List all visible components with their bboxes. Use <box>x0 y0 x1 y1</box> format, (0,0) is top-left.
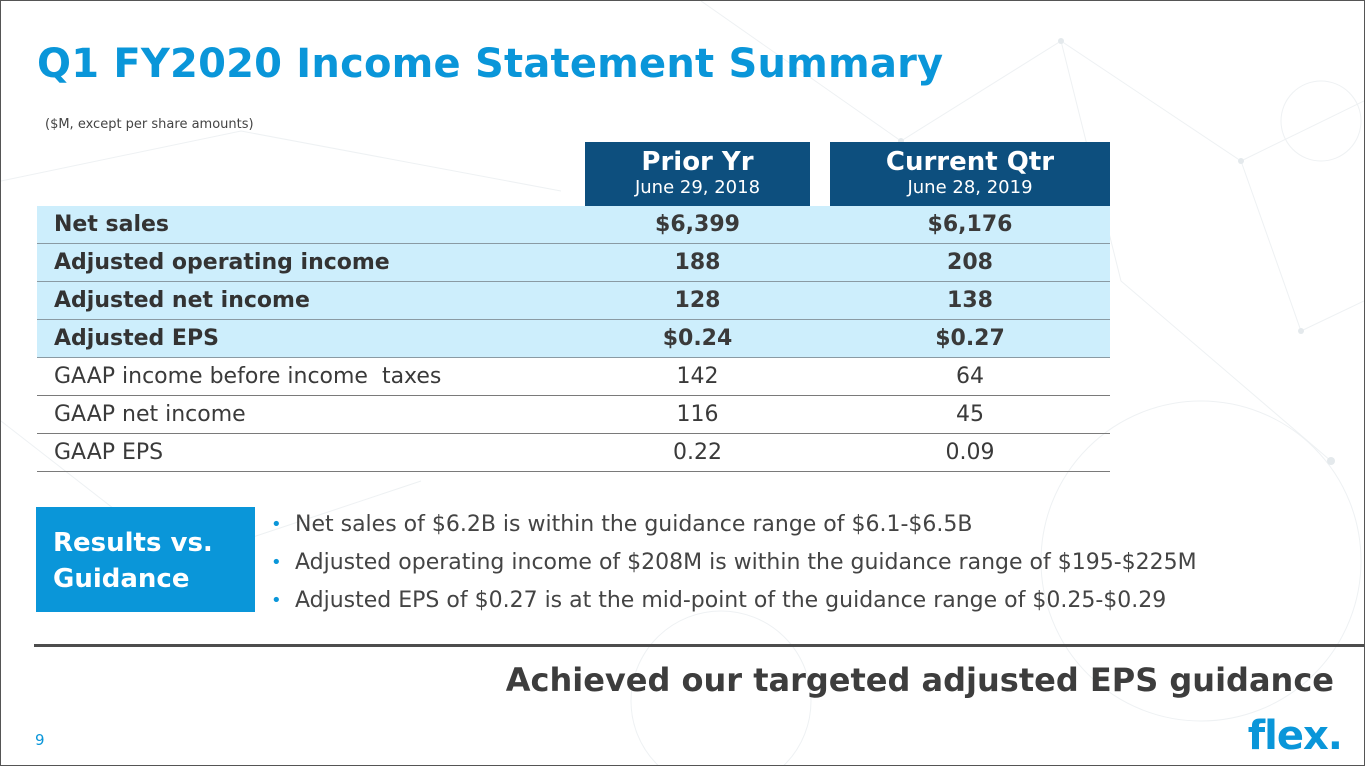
section-divider <box>34 644 1364 647</box>
table-row: GAAP EPS 0.22 0.09 <box>37 434 1110 472</box>
guidance-bullet-list: • Net sales of $6.2B is within the guidan… <box>271 506 1197 620</box>
current-value: 45 <box>956 402 984 427</box>
bullet-icon: • <box>271 590 282 611</box>
current-value: 208 <box>947 250 993 275</box>
bullet-text: Adjusted EPS of $0.27 is at the mid-poin… <box>295 588 1167 613</box>
table-row: Adjusted operating income 188 208 <box>37 244 1110 282</box>
table-row: Adjusted EPS $0.24 $0.27 <box>37 320 1110 358</box>
column-date: June 29, 2018 <box>634 177 761 198</box>
row-label: Net sales <box>54 212 170 237</box>
row-label: Adjusted EPS <box>54 326 219 351</box>
table-row: GAAP income before income taxes 142 64 <box>37 358 1110 396</box>
bullet-text: Adjusted operating income of $208M is wi… <box>295 550 1197 575</box>
results-vs-guidance-badge: Results vs. Guidance <box>36 507 255 612</box>
prior-value: 128 <box>674 288 721 313</box>
income-statement-table: Net sales $6,399 $6,176 Adjusted operati… <box>37 206 1110 472</box>
bullet-text: Net sales of $6.2B is within the guidanc… <box>295 512 973 537</box>
page-title: Q1 FY2020 Income Statement Summary <box>37 41 944 87</box>
prior-value: $0.24 <box>662 326 733 351</box>
list-item: • Adjusted EPS of $0.27 is at the mid-poi… <box>271 582 1197 620</box>
list-item: • Net sales of $6.2B is within the guidan… <box>271 506 1197 544</box>
prior-value: 188 <box>674 250 721 275</box>
tagline: Achieved our targeted adjusted EPS guida… <box>505 661 1334 699</box>
current-value: $0.27 <box>935 326 1005 351</box>
column-heading: Current Qtr <box>885 147 1055 177</box>
bullet-icon: • <box>271 514 282 535</box>
prior-value: 0.22 <box>673 440 722 465</box>
current-value: 64 <box>956 364 984 389</box>
current-value: 0.09 <box>945 440 995 465</box>
prior-value: 142 <box>676 364 719 389</box>
badge-line: Results vs. <box>53 528 213 558</box>
current-value: 138 <box>947 288 993 313</box>
units-note: ($M, except per share amounts) <box>45 117 254 132</box>
flex-logo: flex. <box>1247 713 1343 759</box>
bullet-icon: • <box>271 552 282 573</box>
column-header-prior-year: Prior Yr June 29, 2018 <box>585 142 810 206</box>
column-date: June 28, 2019 <box>907 177 1033 198</box>
badge-text: Results vs. Guidance <box>53 525 213 597</box>
row-label: GAAP net income <box>54 402 246 427</box>
row-label: GAAP EPS <box>54 440 164 465</box>
current-value: $6,176 <box>927 212 1013 237</box>
row-label: GAAP income before income taxes <box>54 364 442 389</box>
row-label: Adjusted net income <box>54 288 310 313</box>
table-row: GAAP net income 116 45 <box>37 396 1110 434</box>
prior-value: 116 <box>676 402 719 427</box>
badge-line: Guidance <box>53 564 190 594</box>
page-number: 9 <box>35 731 45 749</box>
column-header-current-quarter: Current Qtr June 28, 2019 <box>830 142 1110 206</box>
table-row: Adjusted net income 128 138 <box>37 282 1110 320</box>
row-label: Adjusted operating income <box>54 250 390 275</box>
list-item: • Adjusted operating income of $208M is w… <box>271 544 1197 582</box>
prior-value: $6,399 <box>655 212 740 237</box>
table-row: Net sales $6,399 $6,176 <box>37 206 1110 244</box>
column-heading: Prior Yr <box>641 147 754 177</box>
